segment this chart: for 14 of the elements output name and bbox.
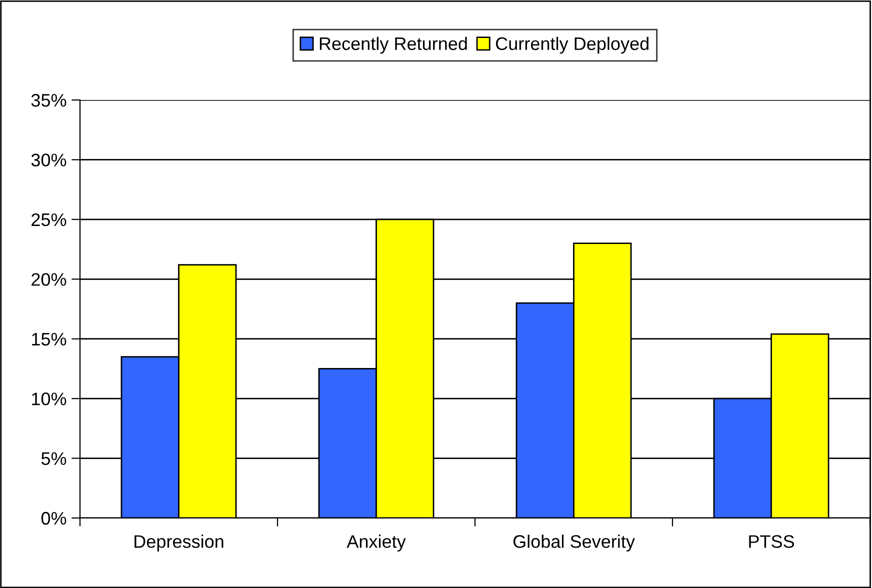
y-tick-label: 0%: [41, 512, 66, 525]
y-tick-label: 20%: [32, 273, 66, 286]
legend-label: Recently Returned: [320, 36, 467, 54]
x-tick-label: PTSS: [749, 535, 794, 548]
x-tick-label: Anxiety: [346, 534, 406, 552]
y-tick-label: 10%: [32, 392, 66, 406]
legend-label: Currently Deployed: [496, 36, 648, 54]
y-tick-label: 35%: [31, 94, 66, 107]
x-tick-label: Global Severity: [513, 534, 635, 552]
y-tick-label: 5%: [41, 452, 66, 466]
y-tick-label: 25%: [32, 213, 66, 226]
y-tick-label: 15%: [32, 332, 66, 346]
x-tick-label: Depression: [134, 534, 224, 552]
y-tick-label: 30%: [31, 154, 66, 166]
